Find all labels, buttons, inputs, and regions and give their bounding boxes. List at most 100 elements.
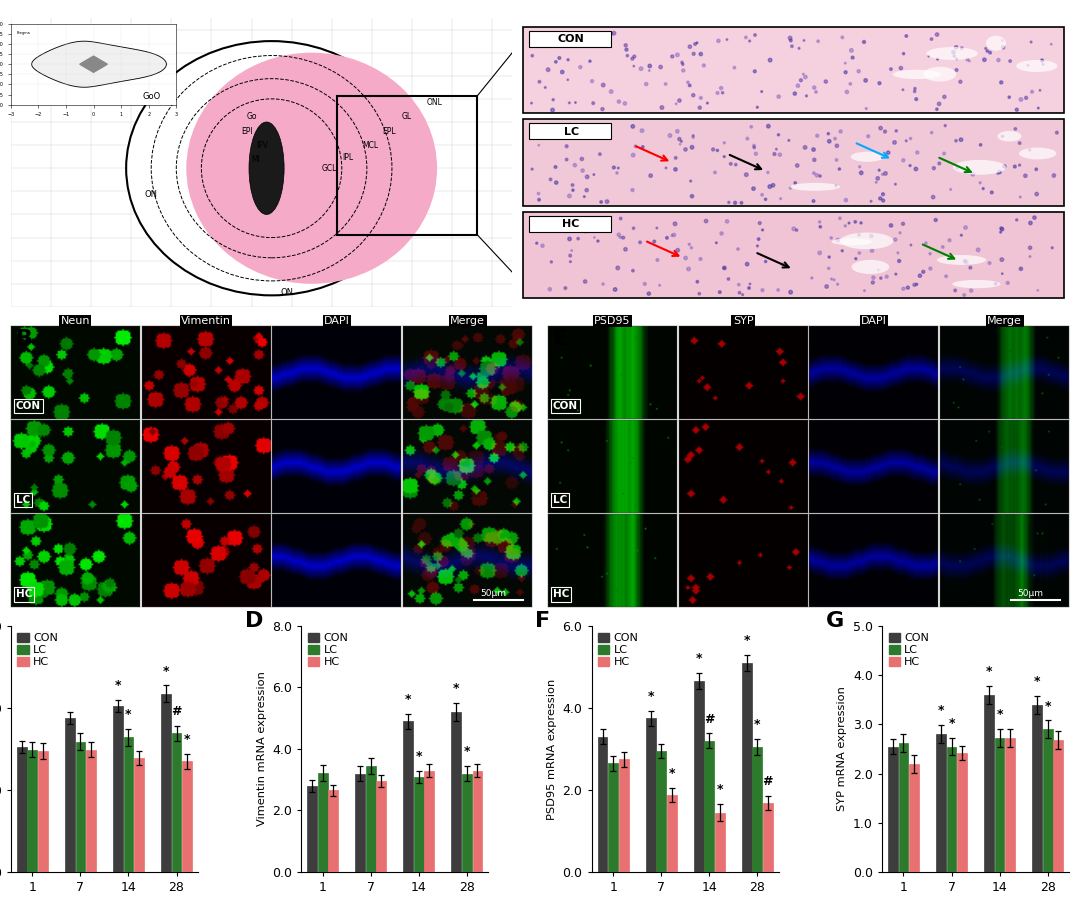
Point (945, 45, 962, 59)
Ellipse shape (1018, 147, 1056, 159)
Point (674, 58, 691, 72)
Point (1024, 85, 1041, 99)
Point (692, 252, 710, 266)
Bar (666, 795, 677, 872)
Point (741, 277, 758, 291)
Point (567, 95, 584, 110)
Point (585, 167, 603, 182)
Point (561, 189, 578, 203)
Point (626, 139, 644, 154)
Point (782, 33, 799, 48)
Text: ON: ON (145, 190, 158, 199)
Point (1029, 283, 1047, 298)
Point (609, 161, 626, 175)
Point (900, 280, 917, 295)
Point (962, 283, 980, 298)
Point (545, 216, 563, 230)
Point (653, 101, 671, 115)
Point (768, 142, 785, 156)
Point (619, 49, 636, 63)
Point (935, 147, 953, 161)
Ellipse shape (1016, 60, 1057, 72)
Point (837, 65, 854, 79)
Point (607, 282, 624, 297)
Text: LC: LC (564, 127, 579, 137)
Point (669, 124, 686, 138)
Point (557, 280, 575, 295)
Point (818, 280, 835, 294)
Point (994, 253, 1011, 267)
Point (870, 76, 888, 91)
Point (994, 129, 1011, 144)
Point (894, 281, 912, 296)
Text: 50μm: 50μm (481, 589, 507, 598)
Text: *: * (163, 664, 170, 678)
Bar (528, 123, 611, 139)
Text: ON: ON (280, 289, 293, 298)
Ellipse shape (851, 152, 883, 162)
Text: *: * (997, 708, 1003, 721)
Point (872, 121, 889, 136)
Text: ONL: ONL (427, 98, 443, 107)
Point (837, 218, 854, 233)
Bar (123, 737, 134, 872)
Point (691, 101, 708, 115)
Point (842, 43, 860, 58)
Point (831, 162, 848, 176)
Point (941, 233, 958, 247)
Point (874, 167, 891, 182)
Title: DAPI: DAPI (324, 316, 350, 325)
Point (564, 183, 581, 198)
Point (696, 58, 713, 73)
Point (879, 146, 896, 160)
Point (683, 241, 700, 255)
Point (1001, 54, 1018, 68)
Bar (403, 721, 414, 872)
Point (598, 194, 616, 209)
Point (559, 52, 577, 67)
Point (865, 271, 882, 285)
Text: *: * (405, 693, 411, 706)
Point (578, 32, 595, 47)
Point (542, 173, 559, 187)
Text: GoO: GoO (143, 92, 160, 101)
Point (902, 131, 919, 146)
Point (957, 254, 974, 269)
Point (603, 26, 620, 40)
Text: *: * (453, 682, 460, 695)
Ellipse shape (953, 280, 1000, 289)
Point (672, 137, 689, 151)
Point (843, 50, 861, 65)
Y-axis label: PSD95 mRNA expression: PSD95 mRNA expression (546, 679, 557, 820)
Point (877, 166, 894, 181)
Point (961, 54, 978, 68)
Point (956, 288, 973, 302)
Point (1008, 213, 1025, 227)
Point (902, 158, 919, 173)
Point (1012, 190, 1029, 204)
Point (829, 233, 847, 247)
Legend: CON, LC, HC: CON, LC, HC (307, 631, 349, 668)
Bar (528, 216, 611, 232)
Point (757, 192, 774, 207)
Point (869, 171, 887, 185)
Point (671, 93, 688, 108)
Legend: CON, LC, HC: CON, LC, HC (16, 631, 59, 668)
Point (719, 271, 737, 286)
Point (633, 123, 650, 138)
Point (1034, 54, 1051, 68)
Point (563, 244, 580, 258)
Title: SYP: SYP (733, 316, 754, 325)
Y-axis label: Vimentin mRNA expression: Vimentin mRNA expression (257, 672, 267, 826)
Text: *: * (647, 690, 653, 703)
Point (970, 243, 987, 257)
Point (953, 132, 970, 147)
Text: Go: Go (246, 112, 257, 121)
Ellipse shape (840, 233, 893, 249)
Point (680, 262, 698, 276)
Point (994, 33, 1011, 48)
Point (759, 119, 777, 133)
Point (837, 193, 854, 208)
Point (1034, 53, 1051, 67)
Bar (742, 663, 752, 872)
